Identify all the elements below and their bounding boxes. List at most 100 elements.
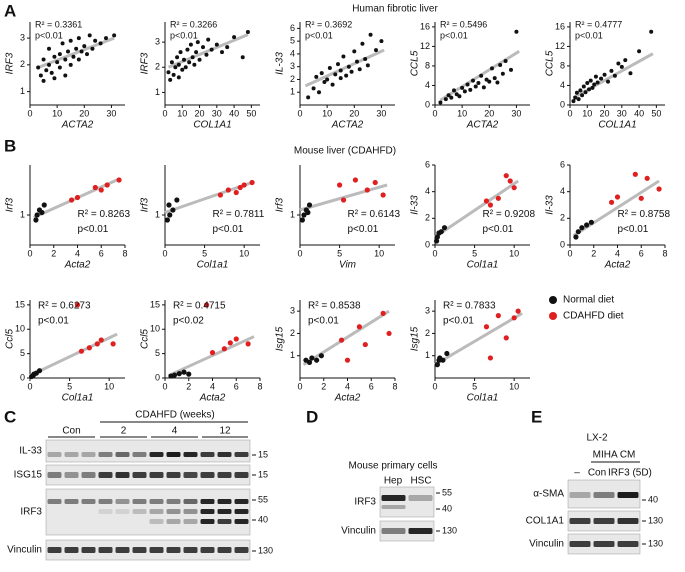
blot-band bbox=[64, 547, 79, 553]
size-marker: 55 bbox=[442, 487, 452, 497]
x-axis-label: COL1A1 bbox=[193, 120, 231, 131]
row-label: Vinculin bbox=[529, 539, 564, 550]
point bbox=[68, 62, 73, 67]
x-tick-label: 8 bbox=[662, 248, 667, 258]
point bbox=[98, 187, 104, 193]
blot-band bbox=[64, 472, 79, 478]
x-axis-label: Acta2 bbox=[199, 393, 226, 404]
blot-band bbox=[617, 541, 639, 547]
x-tick-label: 0 bbox=[297, 108, 302, 118]
blot-band bbox=[132, 472, 147, 478]
blot-background bbox=[45, 539, 251, 561]
x-tick-label: 2 bbox=[186, 381, 191, 391]
y-tick-label: 2 bbox=[425, 213, 430, 223]
blot-band bbox=[98, 472, 113, 478]
y-tick-label: 0 bbox=[425, 99, 430, 109]
point bbox=[220, 50, 224, 55]
x-tick-label: 6 bbox=[99, 248, 104, 258]
blot-band bbox=[234, 452, 249, 457]
point bbox=[579, 225, 585, 231]
point bbox=[164, 217, 170, 223]
point bbox=[487, 355, 494, 361]
point bbox=[471, 78, 475, 83]
point bbox=[112, 33, 117, 38]
row-label: IRF3 bbox=[20, 507, 42, 518]
point bbox=[187, 60, 192, 65]
x-tick-label: 50 bbox=[246, 108, 256, 118]
point bbox=[306, 359, 313, 365]
point bbox=[571, 99, 576, 104]
blot-band bbox=[234, 499, 249, 504]
point bbox=[584, 222, 590, 228]
point bbox=[580, 93, 585, 98]
panel-title: Human fibrotic liver bbox=[352, 4, 438, 15]
lane-label: IRF3 (5D) bbox=[608, 468, 652, 479]
fit-line bbox=[29, 332, 118, 377]
blot-band bbox=[64, 452, 79, 457]
point bbox=[372, 179, 378, 186]
point bbox=[380, 310, 386, 316]
blot-background bbox=[45, 488, 251, 536]
point bbox=[41, 57, 46, 62]
point bbox=[609, 68, 614, 73]
point bbox=[503, 59, 508, 64]
point bbox=[444, 350, 450, 357]
x-tick-label: 5 bbox=[472, 381, 477, 391]
point bbox=[363, 57, 368, 62]
point bbox=[515, 308, 521, 314]
point bbox=[171, 372, 178, 378]
point bbox=[185, 47, 190, 52]
point bbox=[338, 76, 343, 81]
x-tick-label: 10 bbox=[104, 381, 114, 391]
point bbox=[649, 29, 654, 34]
point bbox=[41, 202, 47, 208]
point bbox=[93, 38, 98, 43]
point bbox=[483, 198, 490, 204]
blot-band bbox=[132, 547, 147, 553]
point bbox=[483, 324, 490, 330]
point bbox=[209, 47, 214, 52]
point bbox=[301, 212, 307, 218]
point bbox=[92, 184, 98, 191]
blot-band bbox=[81, 547, 96, 553]
annotation: R² = 0.3361 bbox=[35, 19, 82, 29]
blot-band bbox=[234, 472, 249, 478]
y-tick-label: 0 bbox=[20, 372, 25, 382]
x-axis-label: COL1A1 bbox=[598, 120, 636, 131]
y-axis-label: IRF3 bbox=[140, 52, 151, 74]
fit-line bbox=[302, 309, 390, 366]
x-tick-label: 5 bbox=[67, 381, 72, 391]
blot-band bbox=[200, 519, 215, 524]
point bbox=[34, 212, 40, 218]
point bbox=[440, 357, 446, 363]
x-tick-label: 0 bbox=[27, 108, 32, 118]
x-axis-label: ACTA2 bbox=[61, 120, 94, 131]
y-axis-label: IL-33 bbox=[275, 52, 286, 75]
point bbox=[341, 54, 346, 59]
point bbox=[197, 57, 202, 62]
point bbox=[186, 371, 192, 377]
blot-band bbox=[98, 547, 113, 553]
point bbox=[245, 341, 251, 347]
point bbox=[249, 179, 255, 186]
point bbox=[36, 65, 41, 70]
x-tick-label: 4 bbox=[75, 248, 80, 258]
point bbox=[82, 44, 87, 49]
x-axis-label: Acta2 bbox=[334, 393, 361, 404]
annotation: R² = 0.7811 bbox=[213, 209, 265, 220]
size-marker: 40 bbox=[258, 514, 268, 524]
point bbox=[76, 36, 81, 41]
blot-band bbox=[217, 519, 232, 524]
blot-band bbox=[98, 509, 113, 514]
point bbox=[468, 87, 473, 92]
point bbox=[338, 337, 345, 343]
x-axis-label: Acta2 bbox=[64, 260, 91, 271]
x-tick-label: 0 bbox=[432, 248, 437, 258]
point bbox=[182, 57, 186, 62]
blot-band bbox=[234, 547, 249, 553]
point bbox=[225, 187, 231, 193]
x-tick-label: 20 bbox=[484, 108, 494, 118]
x-tick-label: 0 bbox=[297, 381, 302, 391]
point bbox=[79, 49, 84, 54]
size-marker: 130 bbox=[648, 515, 663, 525]
